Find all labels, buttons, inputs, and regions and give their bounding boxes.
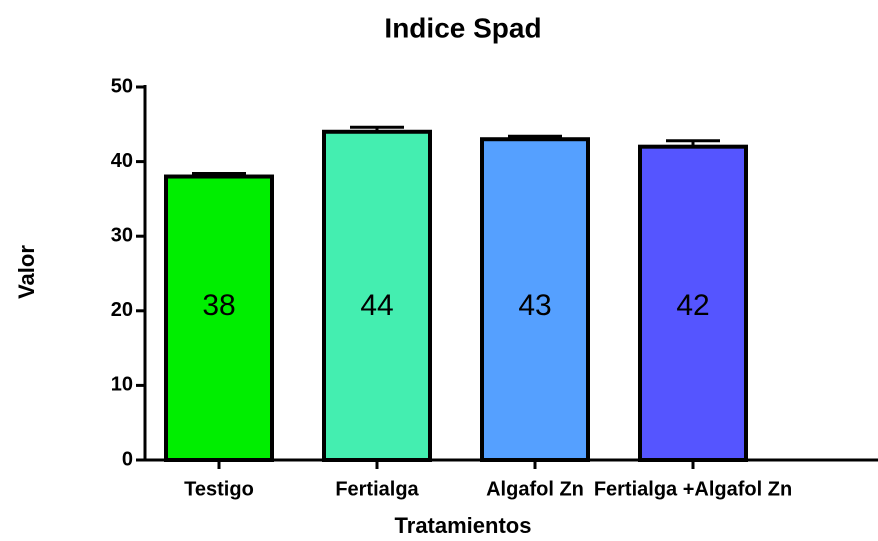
x-axis-label: Tratamientos [395, 513, 532, 538]
x-tick-label: Fertialga +Algafol Zn [594, 478, 792, 500]
data-label: 44 [360, 289, 393, 322]
bar [480, 137, 590, 462]
x-tick-label: Algafol Zn [486, 478, 584, 500]
y-tick-label: 40 [111, 150, 133, 172]
x-tick-label: Fertialga [335, 478, 419, 500]
chart-title: Indice Spad [384, 12, 541, 43]
data-label: 42 [676, 289, 709, 322]
data-label: 38 [202, 289, 235, 322]
x-tick-label: Testigo [184, 478, 254, 500]
y-axis-label: Valor [14, 245, 39, 299]
y-tick-label: 0 [122, 448, 133, 470]
data-label: 43 [518, 289, 551, 322]
y-tick-label: 20 [111, 299, 133, 321]
y-tick-label: 30 [111, 224, 133, 246]
y-tick-label: 10 [111, 374, 133, 396]
y-tick-label: 50 [111, 75, 133, 97]
